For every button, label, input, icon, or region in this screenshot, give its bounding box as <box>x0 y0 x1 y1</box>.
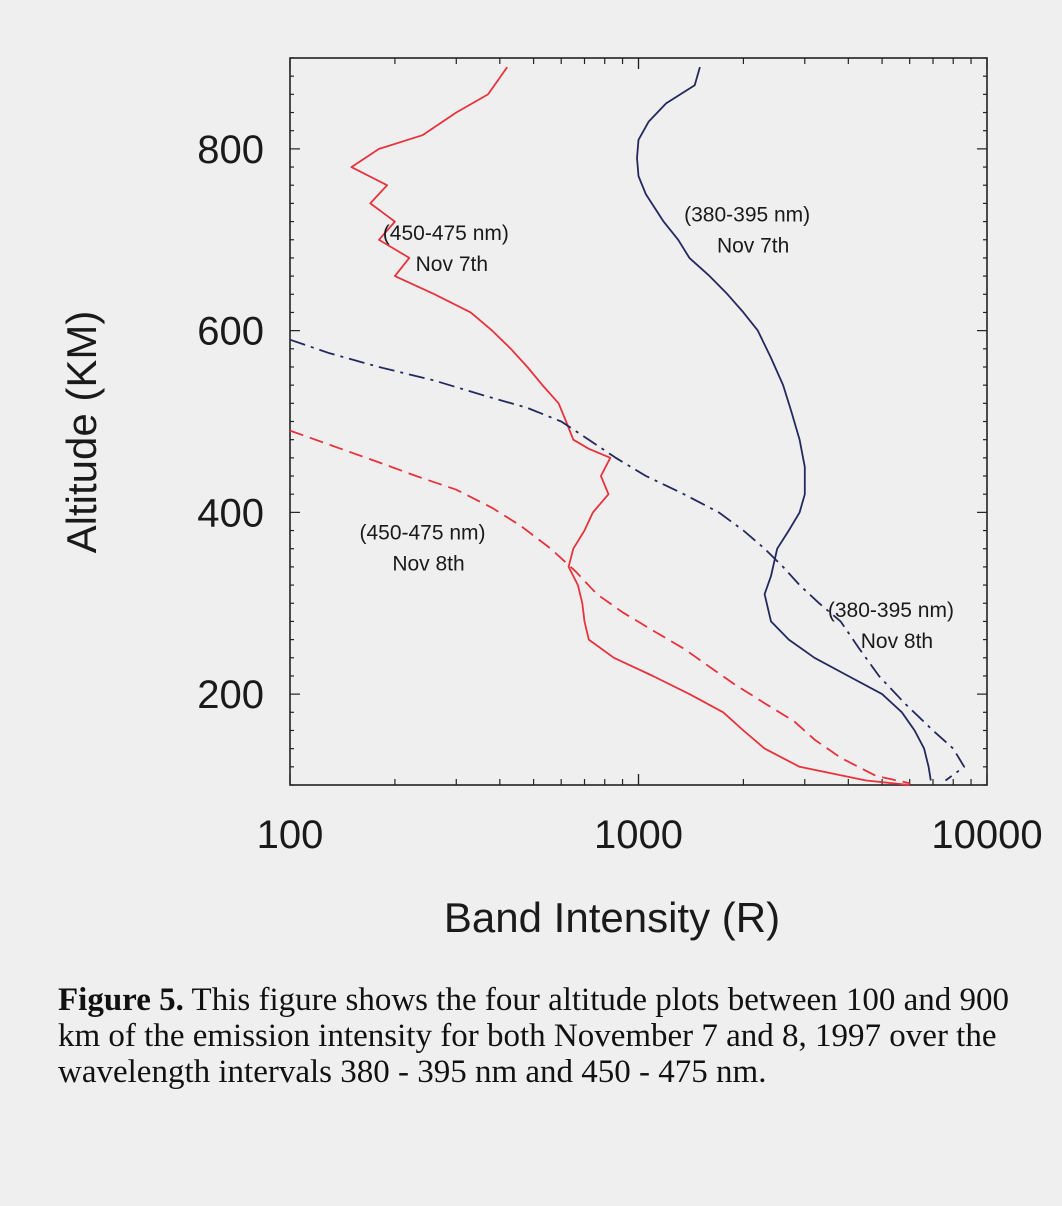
caption-text: This figure shows the four altitude plot… <box>58 982 1010 1090</box>
series-annotation-3: Nov 8th <box>392 553 464 576</box>
y-tick-label: 200 <box>197 673 264 717</box>
caption-label: Figure 5. <box>58 982 184 1018</box>
series-annotation-2: Nov 7th <box>717 235 789 258</box>
series-annotation-1: (450-475 nm) <box>383 222 509 245</box>
x-tick-label: 10000 <box>931 813 1042 857</box>
series-annotation-3: (450-475 nm) <box>359 522 485 545</box>
series-line-2 <box>636 66 932 781</box>
series-annotation-1: Nov 7th <box>416 253 488 276</box>
altitude-intensity-chart: (450-475 nm) Nov 7th (380-395 nm) Nov 7th (4… <box>58 57 1043 941</box>
tick-labels: 100 1000 10000 200 400 600 800 <box>197 128 1042 857</box>
minor-ticks <box>289 57 988 786</box>
y-tick-label: 800 <box>197 128 264 172</box>
series-layer <box>289 66 966 786</box>
annotation-layer: (450-475 nm) Nov 7th (380-395 nm) Nov 7th (4… <box>359 204 953 653</box>
y-tick-label: 600 <box>197 310 264 354</box>
series-line-3 <box>289 429 910 785</box>
series-annotation-2: (380-395 nm) <box>684 204 810 227</box>
figure-caption: Figure 5. This figure shows the four alt… <box>58 982 1048 1090</box>
series-annotation-4: Nov 8th <box>861 630 933 653</box>
series-line-4 <box>289 338 966 782</box>
x-axis-label: Band Intensity (R) <box>444 894 780 941</box>
y-axis-label: Altitude (KM) <box>58 311 105 554</box>
x-tick-label: 1000 <box>594 813 683 857</box>
series-line-1 <box>350 66 910 786</box>
y-tick-label: 400 <box>197 491 264 535</box>
x-tick-label: 100 <box>257 813 324 857</box>
series-annotation-4: (380-395 nm) <box>828 599 954 622</box>
